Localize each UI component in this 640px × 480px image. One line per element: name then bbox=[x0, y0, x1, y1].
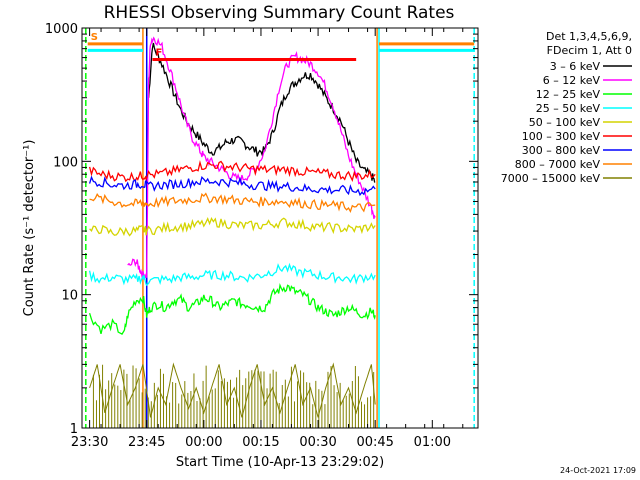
y-axis-ticks: 1 10 100 1000 bbox=[45, 22, 478, 437]
x-tick-label: 23:45 bbox=[128, 435, 165, 450]
y-tick-label: 100 bbox=[53, 155, 78, 170]
footer-date: 24-Oct-2021 17:09 bbox=[560, 466, 636, 475]
x-axis-title: Start Time (10-Apr-13 23:29:02) bbox=[176, 455, 384, 470]
legend-header: FDecim 1, Att 0 bbox=[547, 44, 632, 57]
plot-frame bbox=[81, 27, 479, 429]
plot-area: SF bbox=[85, 28, 475, 428]
flag-label: S bbox=[91, 32, 98, 43]
x-tick-label: 00:00 bbox=[185, 435, 222, 450]
y-axis-title: Count Rate (s⁻¹ detector⁻¹) bbox=[22, 140, 37, 317]
series-line bbox=[127, 36, 376, 280]
series-line bbox=[89, 192, 376, 214]
y-tick-label: 10 bbox=[61, 289, 78, 304]
chart-title: RHESSI Observing Summary Count Rates bbox=[104, 3, 455, 23]
y-tick-label: 1000 bbox=[45, 22, 78, 37]
x-tick-label: 00:45 bbox=[356, 435, 393, 450]
series-line bbox=[88, 262, 376, 287]
series-line bbox=[88, 160, 376, 183]
flag-label: F bbox=[155, 48, 162, 59]
x-tick-label: 00:30 bbox=[299, 435, 336, 450]
x-tick-label: 01:00 bbox=[414, 435, 451, 450]
legend: Det 1,3,4,5,6,9,FDecim 1, Att 0 3 – 6 keV… bbox=[501, 30, 632, 185]
legend-label: 6 – 12 keV bbox=[543, 74, 601, 87]
legend-label: 50 – 100 keV bbox=[529, 116, 601, 129]
legend-label: 800 – 7000 keV bbox=[515, 158, 601, 171]
series-line bbox=[88, 282, 376, 335]
legend-label: 25 – 50 keV bbox=[536, 102, 601, 115]
legend-header: Det 1,3,4,5,6,9, bbox=[546, 30, 632, 43]
series-line bbox=[147, 42, 376, 183]
legend-label: 3 – 6 keV bbox=[550, 60, 601, 73]
series-line bbox=[89, 362, 376, 418]
legend-label: 300 – 800 keV bbox=[522, 144, 601, 157]
x-tick-label: 00:15 bbox=[242, 435, 279, 450]
x-axis-ticks: 23:30 23:45 00:00 00:15 00:30 00:45 01:00 bbox=[71, 28, 464, 450]
y-tick-label: 1 bbox=[70, 422, 78, 437]
legend-label: 100 – 300 keV bbox=[522, 130, 601, 143]
x-tick-label: 23:30 bbox=[71, 435, 108, 450]
series-line bbox=[89, 217, 376, 237]
legend-label: 12 – 25 keV bbox=[536, 88, 601, 101]
series-line bbox=[88, 175, 376, 197]
legend-label: 7000 – 15000 keV bbox=[501, 172, 601, 185]
